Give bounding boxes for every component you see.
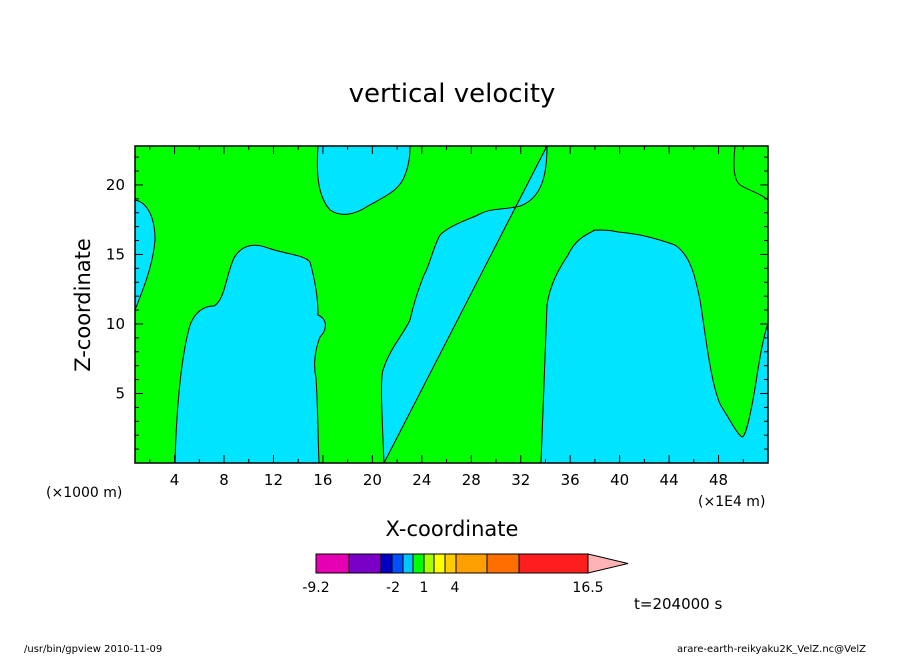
colorbar-tick-label: 1 xyxy=(420,580,429,596)
colorbar-cell xyxy=(348,553,382,574)
contour-region-east xyxy=(380,145,769,464)
y-axis-title: Z-coordinate xyxy=(71,238,95,372)
y-axis-ticks: 5 10 15 20 xyxy=(106,156,768,450)
x-axis-ticks: 4 8 12 16 20 24 28 32 36 40 44 48 xyxy=(149,146,744,489)
x-tick-label: 8 xyxy=(219,471,229,489)
colorbar: -9.2 -2 1 4 16.5 xyxy=(302,553,629,596)
x-tick-label: 28 xyxy=(462,471,481,489)
colorbar-tick-label: -9.2 xyxy=(302,580,329,596)
x-axis-title: X-coordinate xyxy=(386,517,519,541)
y-tick-label: 20 xyxy=(106,176,125,194)
colorbar-cell xyxy=(518,553,589,574)
x-tick-label: 44 xyxy=(660,471,679,489)
colorbar-extend-arrow xyxy=(587,553,629,574)
x-tick-label: 24 xyxy=(412,471,431,489)
y-tick-label: 10 xyxy=(106,315,125,333)
colorbar-cell xyxy=(402,553,414,574)
colorbar-cell xyxy=(433,553,446,574)
colorbar-cell xyxy=(391,553,404,574)
contour-region-west xyxy=(174,244,326,464)
x-tick-label: 36 xyxy=(561,471,580,489)
x-tick-label: 48 xyxy=(709,471,728,489)
x-tick-label: 12 xyxy=(264,471,283,489)
footer-left: /usr/bin/gpview 2010-11-09 xyxy=(24,644,162,654)
x-tick-label: 40 xyxy=(610,471,629,489)
plot-frame xyxy=(134,145,769,464)
chart-title: vertical velocity xyxy=(349,79,556,109)
contour-region-left-edge xyxy=(134,199,156,311)
x-unit-right: (×1E4 m) xyxy=(698,494,765,510)
colorbar-tick-label: 4 xyxy=(451,580,460,596)
y-tick-label: 15 xyxy=(106,245,125,263)
time-label: t=204000 s xyxy=(634,595,722,613)
x-unit-left: (×1000 m) xyxy=(46,485,122,501)
colorbar-tick-label: -2 xyxy=(386,580,400,596)
contour-region-top xyxy=(316,145,411,215)
x-tick-label: 4 xyxy=(170,471,180,489)
x-tick-label: 20 xyxy=(363,471,382,489)
colorbar-cell xyxy=(315,553,350,574)
colorbar-cell xyxy=(455,553,488,574)
colorbar-cell xyxy=(423,553,435,574)
colorbar-cell xyxy=(444,553,457,574)
x-tick-label: 16 xyxy=(313,471,332,489)
colorbar-cell xyxy=(412,553,425,574)
colorbar-cell xyxy=(380,553,393,574)
colorbar-tick-label: 16.5 xyxy=(572,580,603,596)
x-tick-label: 32 xyxy=(511,471,530,489)
y-tick-label: 5 xyxy=(115,384,125,402)
colorbar-cell xyxy=(486,553,520,574)
footer-right: arare-earth-reikyaku2K_VelZ.nc@VelZ xyxy=(677,644,866,654)
